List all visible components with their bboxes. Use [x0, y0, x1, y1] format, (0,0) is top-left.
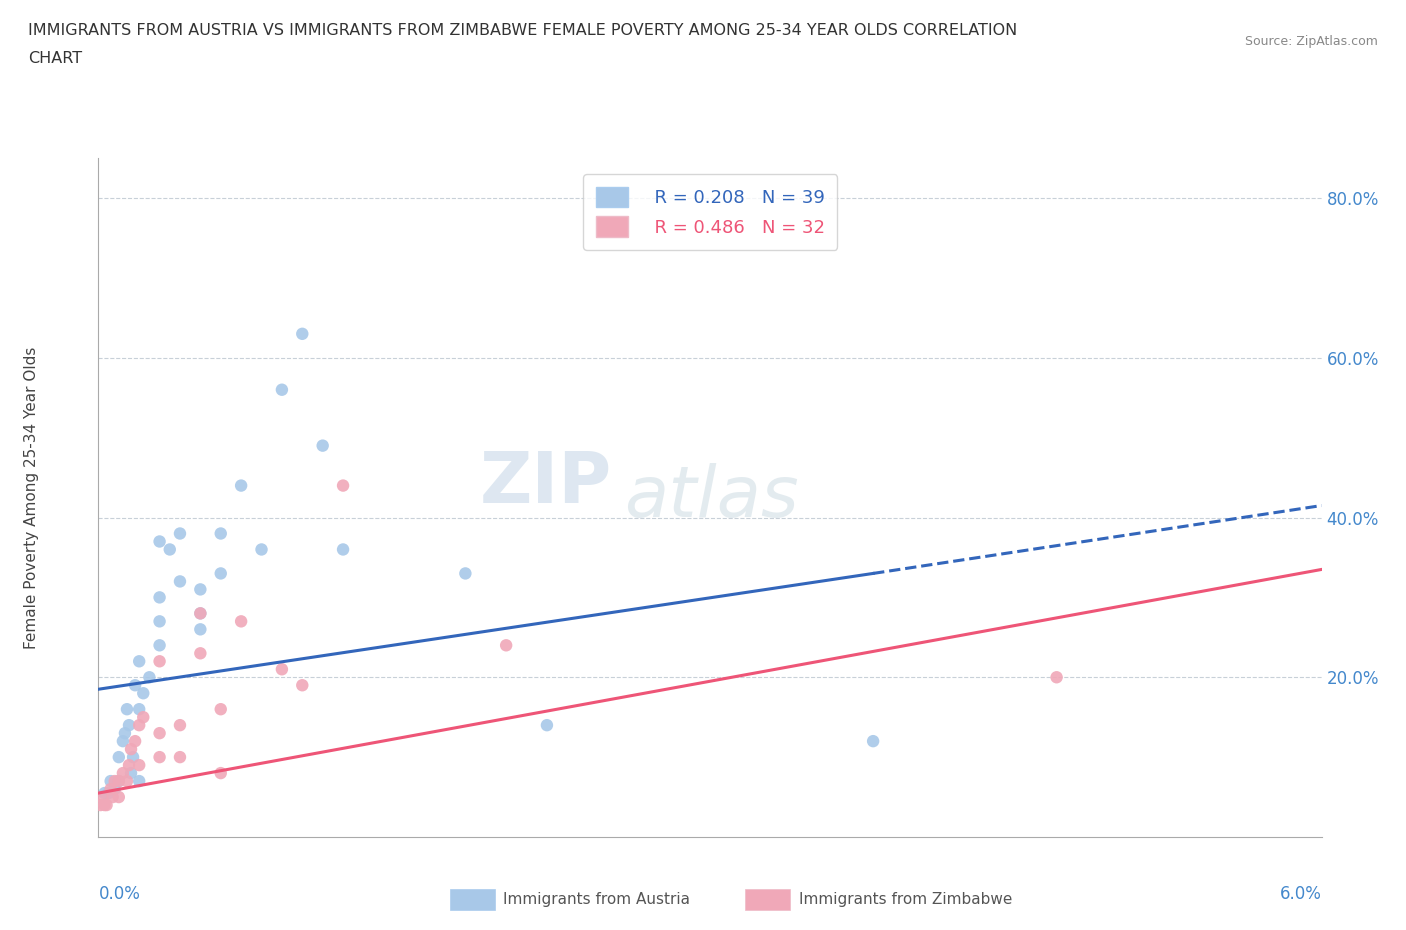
Point: [132, 710, 155, 724]
Point: [209, 566, 232, 581]
Point: [159, 542, 181, 557]
Point: [120, 765, 142, 780]
Point: [188, 606, 212, 621]
Point: [169, 750, 191, 764]
Point: [101, 790, 124, 804]
Point: [128, 774, 150, 789]
Text: ZIP: ZIP: [479, 449, 612, 518]
Point: [91, 790, 114, 804]
Point: [862, 734, 884, 749]
Text: Immigrants from Austria: Immigrants from Austria: [503, 892, 690, 907]
Point: [111, 734, 134, 749]
Point: [536, 718, 558, 733]
Point: [231, 478, 253, 493]
Point: [188, 645, 212, 660]
Text: atlas: atlas: [624, 463, 799, 532]
Text: Immigrants from Zimbabwe: Immigrants from Zimbabwe: [799, 892, 1012, 907]
Point: [104, 774, 127, 789]
Point: [149, 725, 172, 740]
Point: [108, 774, 131, 789]
Point: [149, 534, 172, 549]
Point: [231, 614, 253, 629]
Point: [138, 670, 160, 684]
Point: [128, 718, 150, 733]
Point: [100, 781, 122, 796]
Text: IMMIGRANTS FROM AUSTRIA VS IMMIGRANTS FROM ZIMBABWE FEMALE POVERTY AMONG 25-34 Y: IMMIGRANTS FROM AUSTRIA VS IMMIGRANTS FR…: [28, 23, 1018, 38]
Point: [291, 326, 314, 341]
Point: [124, 678, 146, 693]
Point: [96, 798, 118, 813]
Point: [149, 638, 172, 653]
Text: CHART: CHART: [28, 51, 82, 66]
Point: [114, 725, 136, 740]
Point: [118, 718, 141, 733]
Point: [104, 781, 127, 796]
Point: [149, 614, 172, 629]
Text: 0.0%: 0.0%: [98, 884, 141, 902]
Text: Source: ZipAtlas.com: Source: ZipAtlas.com: [1244, 35, 1378, 48]
Point: [108, 790, 131, 804]
Point: [332, 542, 354, 557]
Legend:   R = 0.208   N = 39,   R = 0.486   N = 32: R = 0.208 N = 39, R = 0.486 N = 32: [583, 174, 837, 250]
Point: [149, 654, 172, 669]
Point: [128, 758, 150, 773]
Point: [169, 718, 191, 733]
Point: [188, 622, 212, 637]
Point: [108, 750, 131, 764]
Point: [188, 606, 212, 621]
Point: [454, 566, 477, 581]
Point: [332, 478, 354, 493]
Point: [122, 750, 145, 764]
Point: [270, 382, 292, 397]
Point: [97, 786, 120, 801]
Point: [495, 638, 517, 653]
Point: [118, 758, 141, 773]
Point: [115, 774, 138, 789]
Point: [115, 702, 138, 717]
Point: [311, 438, 335, 453]
Point: [93, 798, 115, 813]
Point: [209, 765, 232, 780]
Point: [270, 662, 292, 677]
Point: [169, 574, 191, 589]
Point: [149, 590, 172, 604]
Point: [209, 702, 232, 717]
Point: [120, 742, 142, 757]
Point: [111, 765, 134, 780]
Point: [132, 685, 155, 700]
Point: [93, 786, 115, 801]
Text: 6.0%: 6.0%: [1279, 884, 1322, 902]
Point: [169, 526, 191, 541]
Point: [209, 526, 232, 541]
Point: [1045, 670, 1069, 684]
Point: [291, 678, 314, 693]
Point: [149, 750, 172, 764]
Point: [89, 798, 111, 813]
Point: [124, 734, 146, 749]
Point: [108, 774, 131, 789]
Point: [188, 582, 212, 597]
Point: [128, 702, 150, 717]
Point: [100, 774, 122, 789]
Point: [250, 542, 273, 557]
Text: Female Poverty Among 25-34 Year Olds: Female Poverty Among 25-34 Year Olds: [24, 346, 38, 649]
Point: [128, 654, 150, 669]
